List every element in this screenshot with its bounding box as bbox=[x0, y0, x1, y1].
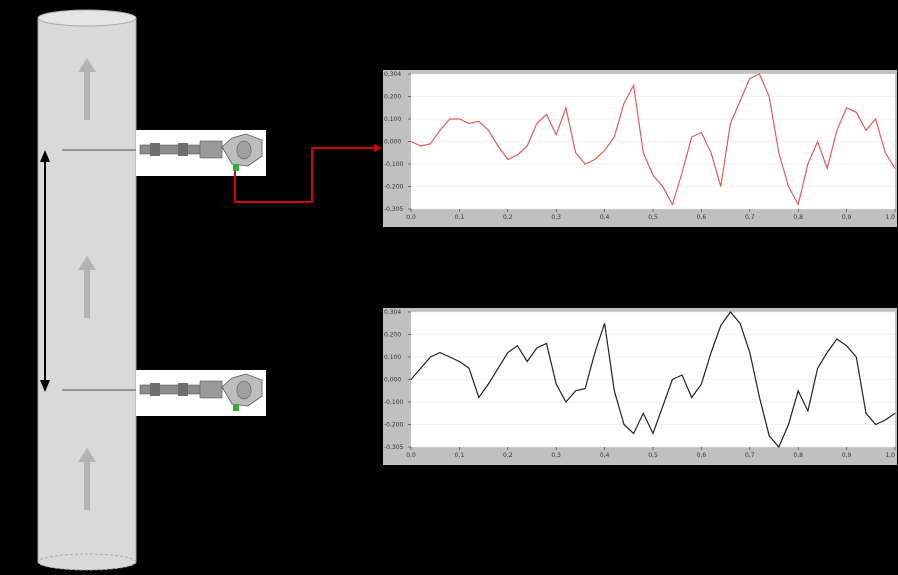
y-tick-label: 0,000 bbox=[384, 377, 401, 384]
x-tick-label: 0,8 bbox=[793, 214, 803, 221]
y-tick-label: 0,304 bbox=[384, 309, 401, 316]
y-tick-label: -0,305 bbox=[384, 206, 404, 213]
y-tick-label: -0,200 bbox=[384, 422, 404, 429]
x-tick-label: 0,6 bbox=[697, 452, 707, 459]
signal-connector-arrow bbox=[234, 144, 382, 203]
x-tick-label: 0,2 bbox=[503, 452, 513, 459]
signal-series-line bbox=[410, 73, 896, 207]
x-tick-label: 0,5 bbox=[648, 214, 658, 221]
probe-sensor-icon bbox=[136, 130, 266, 176]
signal-chart-bottom: 0,304 0,200 0,100 0,000 -0,100 -0,200 -0,305 0… bbox=[383, 308, 897, 465]
x-tick-label: 0,9 bbox=[842, 452, 852, 459]
y-tick-label: -0,305 bbox=[384, 444, 404, 451]
x-tick-label: 0,4 bbox=[600, 214, 610, 221]
x-tick-label: 0,1 bbox=[455, 452, 465, 459]
x-tick-label: 0,7 bbox=[745, 452, 755, 459]
probe-sensor-icon bbox=[136, 370, 266, 416]
y-tick-label: 0,000 bbox=[384, 139, 401, 146]
x-tick-label: 0,0 bbox=[406, 214, 416, 221]
pipe-top-ellipse bbox=[37, 9, 137, 27]
y-axis-labels: 0,304 0,200 0,100 0,000 -0,100 -0,200 -0,305 bbox=[384, 71, 411, 213]
y-tick-label: 0,200 bbox=[384, 332, 401, 339]
y-tick-label: 0,100 bbox=[384, 354, 401, 361]
up-arrow-icon bbox=[78, 448, 96, 510]
x-tick-label: 0,3 bbox=[551, 214, 561, 221]
up-arrow-icon bbox=[78, 58, 96, 120]
y-axis-labels: 0,304 0,200 0,100 0,000 -0,100 -0,200 -0,305 bbox=[384, 309, 411, 451]
x-axis-labels: 0,0 0,1 0,2 0,3 0,4 0,5 0,6 0,7 0,8 0,9 1,0 bbox=[406, 209, 896, 221]
x-tick-label: 0,4 bbox=[600, 452, 610, 459]
x-tick-label: 0,6 bbox=[697, 214, 707, 221]
signal-series-line bbox=[410, 311, 896, 449]
x-tick-label: 0,5 bbox=[648, 452, 658, 459]
y-tick-label: -0,100 bbox=[384, 399, 404, 406]
signal-chart-top: 0,304 0,200 0,100 0,000 -0,100 -0,200 -0,305 0… bbox=[383, 70, 897, 227]
x-tick-label: 0,0 bbox=[406, 452, 416, 459]
x-tick-label: 0,8 bbox=[793, 452, 803, 459]
up-arrow-icon bbox=[78, 256, 96, 318]
x-tick-label: 0,2 bbox=[503, 214, 513, 221]
x-tick-label: 0,3 bbox=[551, 452, 561, 459]
x-tick-label: 0,1 bbox=[455, 214, 465, 221]
x-tick-label: 1,0 bbox=[885, 452, 895, 459]
x-axis-labels: 0,0 0,1 0,2 0,3 0,4 0,5 0,6 0,7 0,8 0,9 1,0 bbox=[406, 447, 896, 459]
y-tick-label: -0,100 bbox=[384, 161, 404, 168]
y-tick-label: 0,200 bbox=[384, 94, 401, 101]
pipe-bottom-ellipse bbox=[37, 553, 137, 571]
y-tick-label: -0,200 bbox=[384, 184, 404, 191]
x-tick-label: 0,9 bbox=[842, 214, 852, 221]
x-tick-label: 0,7 bbox=[745, 214, 755, 221]
x-tick-label: 1,0 bbox=[885, 214, 895, 221]
double-headed-arrow-icon bbox=[40, 150, 50, 392]
y-tick-label: 0,304 bbox=[384, 71, 401, 78]
y-tick-label: 0,100 bbox=[384, 116, 401, 123]
chart-grid bbox=[411, 73, 895, 210]
